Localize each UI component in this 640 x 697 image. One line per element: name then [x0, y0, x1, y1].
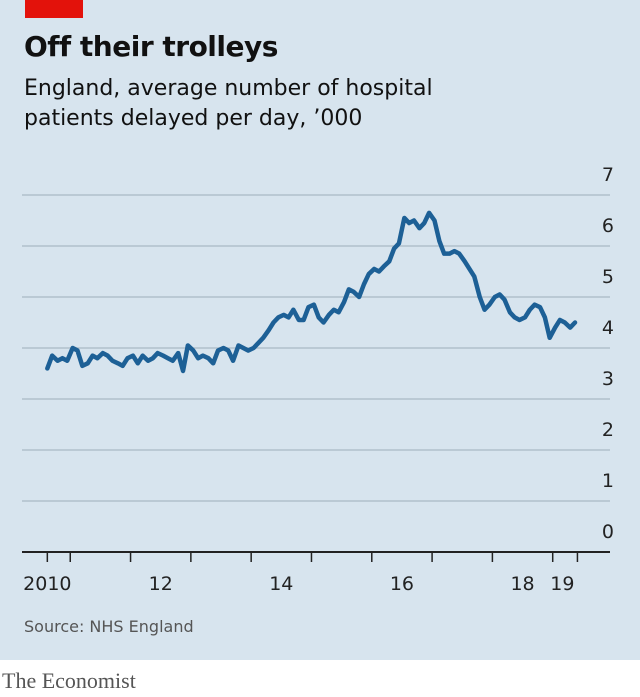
x-tick-label: 12: [149, 573, 173, 595]
y-tick-label: 0: [602, 521, 614, 543]
y-tick-label: 2: [602, 419, 614, 441]
y-tick-label: 5: [602, 266, 614, 288]
brand: The Economist: [2, 668, 136, 693]
footer: The Economist: [0, 660, 640, 697]
x-tick-label: 19: [550, 573, 574, 595]
data-line: [45, 210, 578, 374]
x-tick-label: 16: [390, 573, 414, 595]
x-tick-label: 18: [510, 573, 534, 595]
y-tick-label: 7: [602, 164, 614, 186]
y-tick-label: 4: [602, 317, 614, 339]
y-tick-label: 3: [602, 368, 614, 390]
chart-title: Off their trolleys: [24, 30, 278, 63]
y-tick-label: 6: [602, 215, 614, 237]
x-tick-label: 2010: [23, 573, 71, 595]
y-tick-label: 1: [602, 470, 614, 492]
x-tick-label: 14: [269, 573, 293, 595]
red-tag: [25, 0, 83, 18]
source: Source: NHS England: [24, 617, 194, 636]
chart-subtitle: England, average number of hospital pati…: [24, 76, 433, 131]
